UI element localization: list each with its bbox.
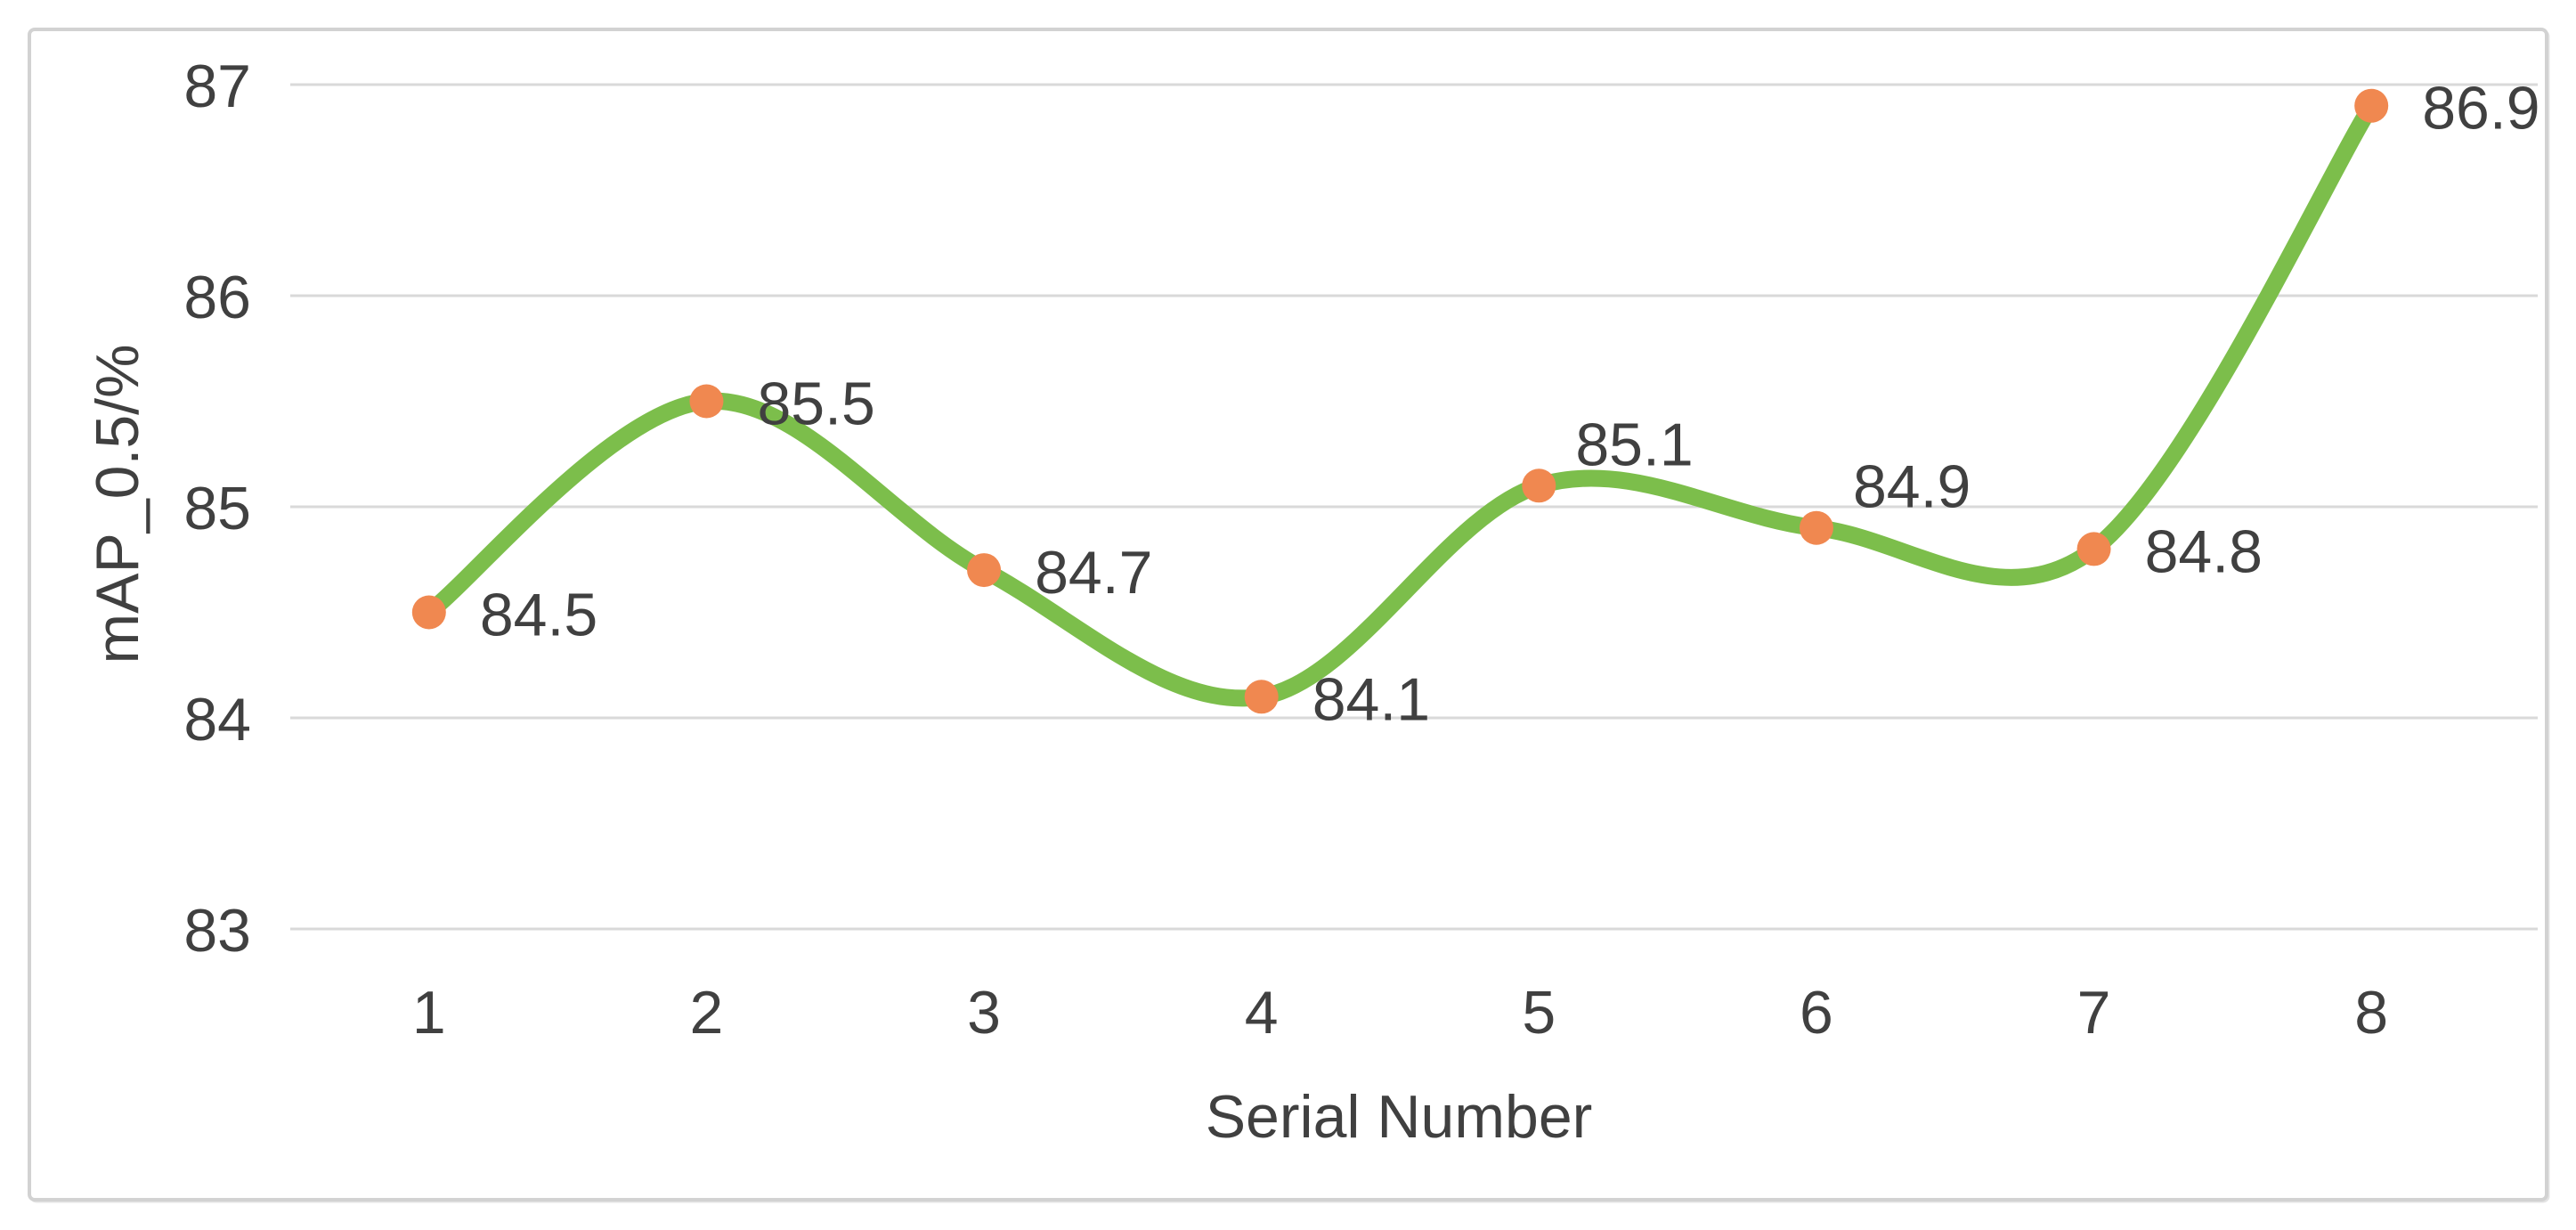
data-label: 85.1 <box>1575 411 1693 478</box>
data-point-marker <box>2076 532 2111 566</box>
data-label: 84.5 <box>480 582 597 649</box>
data-point-marker <box>689 384 724 419</box>
x-tick-label: 3 <box>967 979 1001 1047</box>
x-tick-label: 5 <box>1522 979 1556 1047</box>
x-tick-label: 7 <box>2077 979 2111 1047</box>
y-tick-label: 84 <box>183 686 251 753</box>
y-tick-label: 87 <box>183 53 251 120</box>
y-tick-label: 86 <box>183 264 251 331</box>
data-point-marker <box>2354 88 2389 123</box>
data-label: 84.1 <box>1312 665 1430 733</box>
x-tick-label: 1 <box>412 979 446 1047</box>
data-point-marker <box>411 595 446 630</box>
data-label: 84.8 <box>2145 517 2263 585</box>
x-tick-label: 8 <box>2354 979 2388 1047</box>
x-tick-label: 4 <box>1245 979 1279 1047</box>
data-label: 84.9 <box>1853 453 1971 521</box>
data-point-marker <box>1799 510 1833 545</box>
x-axis-title: Serial Number <box>1205 1083 1593 1151</box>
data-label: 86.9 <box>2422 75 2539 143</box>
y-tick-label: 85 <box>183 475 251 542</box>
x-tick-label: 6 <box>1800 979 1833 1047</box>
y-axis-title: mAP_0.5/% <box>84 344 151 664</box>
data-point-marker <box>967 553 1002 588</box>
y-tick-label: 83 <box>183 897 251 965</box>
data-label: 84.7 <box>1035 539 1152 607</box>
chart-frame <box>28 28 2548 1201</box>
x-tick-label: 2 <box>690 979 724 1047</box>
data-point-marker <box>1522 468 1556 503</box>
data-label: 85.5 <box>757 371 874 438</box>
data-point-marker <box>1244 680 1279 714</box>
